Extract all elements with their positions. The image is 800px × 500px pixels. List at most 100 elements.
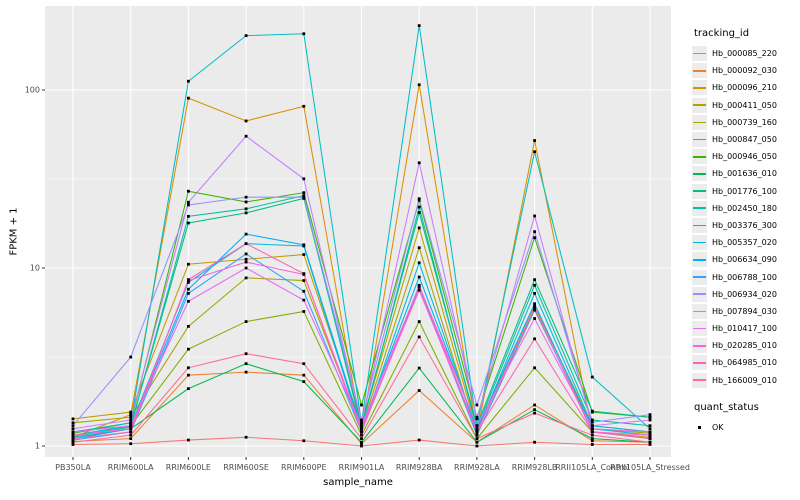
- legend-key-line-icon: [692, 114, 707, 130]
- data-point: [360, 433, 363, 437]
- data-point: [244, 257, 248, 261]
- data-point: [533, 139, 536, 142]
- x-tick-label: RRIM928LA: [454, 463, 500, 472]
- data-point: [187, 262, 190, 266]
- legend-key-line-icon: [692, 303, 707, 319]
- legend-key-line-icon: [692, 63, 707, 79]
- data-point: [187, 189, 190, 193]
- data-point: [533, 408, 536, 412]
- legend-key-line-icon: [692, 269, 707, 285]
- data-point: [71, 443, 75, 446]
- data-point: [187, 291, 190, 295]
- data-point: [590, 409, 594, 413]
- data-point: [71, 421, 75, 425]
- data-point: [417, 320, 421, 323]
- data-point: [417, 226, 421, 230]
- data-point: [475, 440, 479, 444]
- data-point: [129, 433, 133, 437]
- data-point: [648, 443, 652, 446]
- data-point: [417, 246, 421, 250]
- data-point: [533, 337, 536, 341]
- data-point: [533, 150, 536, 154]
- data-point: [302, 195, 306, 199]
- legend-item-label: Hb_006934_020: [712, 289, 777, 299]
- x-tick-label: RRIM600PE: [281, 463, 327, 472]
- data-point: [648, 440, 652, 444]
- data-point: [71, 417, 75, 421]
- data-point: [71, 430, 75, 434]
- quant-legend-item-label: OK: [712, 423, 724, 433]
- data-point: [302, 362, 306, 366]
- data-point: [187, 366, 190, 370]
- data-point: [417, 366, 421, 370]
- data-point: [244, 260, 248, 264]
- data-point: [302, 373, 306, 377]
- legend-item-label: Hb_000847_050: [712, 135, 777, 145]
- data-point: [187, 200, 190, 204]
- legend-item-label: Hb_010417_100: [712, 324, 777, 334]
- data-point: [417, 205, 421, 209]
- data-point: [360, 430, 363, 434]
- legend-key-line-icon: [692, 252, 707, 268]
- legend-key-line-icon: [692, 149, 707, 165]
- data-point: [302, 191, 306, 195]
- data-point: [648, 433, 652, 437]
- data-point: [71, 427, 75, 431]
- data-point: [129, 427, 133, 431]
- data-point: [129, 437, 133, 441]
- data-point: [302, 32, 306, 36]
- data-point: [533, 366, 536, 370]
- legend-key-line-icon: [692, 97, 707, 113]
- data-point: [648, 427, 652, 431]
- x-tick-label: RRIM928LB: [511, 463, 558, 472]
- data-point: [302, 380, 306, 384]
- data-point: [475, 444, 479, 448]
- legend-item: Hb_005357_020: [692, 234, 798, 251]
- data-point: [417, 83, 421, 87]
- data-point: [129, 442, 133, 446]
- legend-item-label: Hb_002450_180: [712, 203, 777, 213]
- legend-item: Hb_000946_050: [692, 148, 798, 165]
- data-point: [417, 389, 421, 392]
- data-point: [417, 161, 421, 165]
- data-point: [244, 200, 248, 204]
- legend-key-line-icon: [692, 183, 707, 199]
- legend-item: Hb_007894_030: [692, 303, 798, 320]
- data-point: [244, 320, 248, 323]
- legend-item: Hb_000085_220: [692, 45, 798, 62]
- data-point: [187, 287, 190, 291]
- data-point: [417, 283, 421, 287]
- legend-item: Hb_002450_180: [692, 200, 798, 217]
- data-point: [475, 433, 479, 437]
- data-point: [475, 430, 479, 434]
- data-point: [244, 435, 248, 439]
- data-point: [187, 299, 190, 303]
- legend-key-line-icon: [692, 355, 707, 371]
- data-point: [533, 440, 536, 444]
- data-point: [244, 34, 248, 38]
- legend-item-label: Hb_064985_010: [712, 358, 777, 368]
- legend-item: Hb_006788_100: [692, 268, 798, 285]
- legend-key-line-icon: [692, 217, 707, 233]
- data-point: [590, 427, 594, 431]
- legend-key-line-icon: [692, 80, 707, 96]
- data-point: [417, 24, 421, 28]
- data-point: [129, 410, 133, 414]
- legend-item: Hb_166009_010: [692, 372, 798, 389]
- y-tick-label: 10: [29, 263, 40, 273]
- data-point: [302, 253, 306, 256]
- x-tick-label: RRII105LA_Control: [555, 463, 630, 472]
- legend-key-line-icon: [692, 338, 707, 354]
- data-point: [187, 347, 190, 351]
- data-point: [71, 424, 75, 428]
- data-point: [417, 211, 421, 214]
- data-point: [417, 261, 421, 265]
- data-point: [302, 243, 306, 247]
- data-point: [590, 439, 594, 443]
- legend-title: tracking_id: [694, 28, 750, 39]
- data-point: [302, 279, 306, 282]
- legend-item: Hb_001636_010: [692, 165, 798, 182]
- legend-item-label: Hb_006788_100: [712, 272, 777, 282]
- data-point: [648, 424, 652, 428]
